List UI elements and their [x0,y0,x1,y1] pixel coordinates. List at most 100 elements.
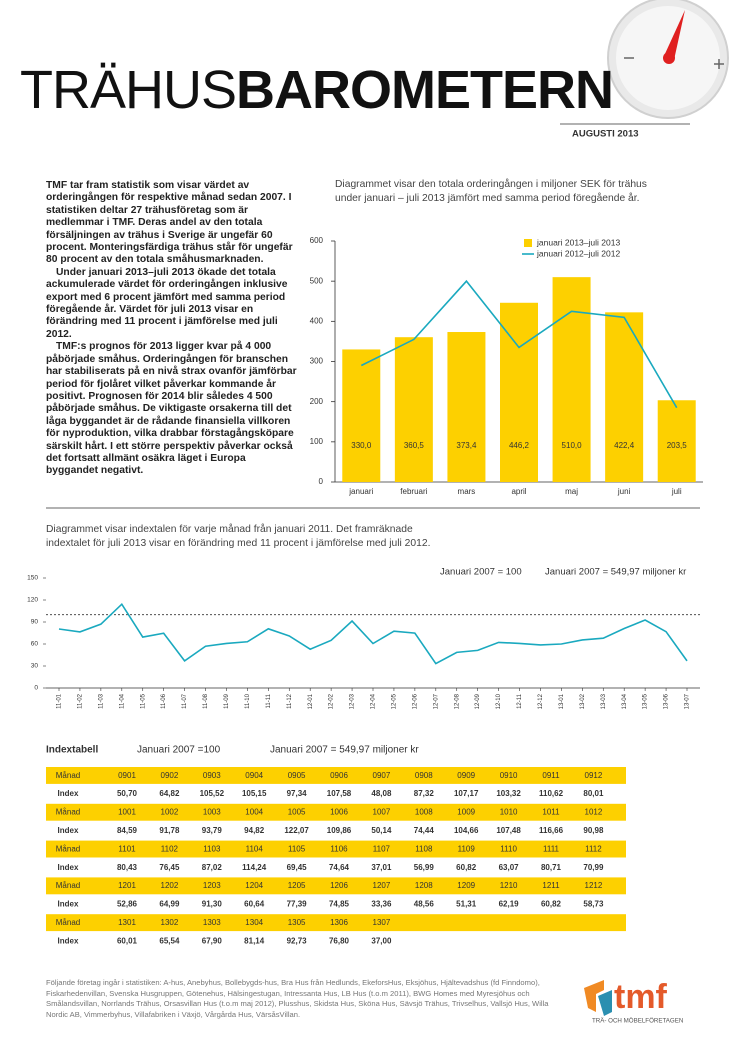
table-cell: Index [58,789,79,798]
y-tick-label: 400 [310,316,324,325]
table-cell: 80,01 [583,789,604,798]
table-row-band [46,877,626,895]
table-cell: 109,86 [327,826,352,835]
table-cell: 60,64 [244,900,265,909]
x-tick-label: juni [617,487,631,496]
table-cell: 0904 [245,771,263,780]
table-cell: 67,90 [202,936,223,945]
table-cell: 1208 [415,881,433,890]
table-cell: Månad [56,844,80,853]
table-cell: 1101 [118,844,136,853]
title-light: TRÄHUS [20,60,236,120]
table-cell: 50,70 [117,789,138,798]
table-cell: 1202 [161,881,179,890]
x-tick-label: 11-02 [78,693,84,709]
value-label: 373,4 [456,441,477,450]
table-cell: 114,24 [242,863,267,872]
table-row-band [46,767,626,784]
table-cell: 1211 [542,881,560,890]
logo-mark [584,980,604,1012]
table-cell: 0909 [457,771,475,780]
table-cell: 1012 [585,808,603,817]
table-cell: 91,30 [202,900,223,909]
table-cell: 97,34 [287,789,308,798]
x-tick-label: februari [400,487,427,496]
table-cell: 50,14 [371,826,392,835]
table-cell: 1201 [118,881,136,890]
x-tick-label: 11-10 [245,693,251,709]
table-note: Januari 2007 =100 [137,745,221,756]
x-tick-label: 13-07 [685,693,691,709]
x-tick-label: 12-12 [538,693,544,709]
annotation: Januari 2007 = 100 [440,567,522,578]
table-cell: 0910 [500,771,518,780]
x-tick-label: 11-09 [224,693,230,709]
x-tick-label: 13-01 [559,693,565,709]
table-cell: 0907 [373,771,391,780]
y-tick-label: 60 [31,641,39,648]
y-tick-label: 500 [310,276,324,285]
table-cell: 0902 [161,771,179,780]
table-cell: 1302 [161,918,179,927]
line [360,279,678,409]
table-cell: 122,07 [284,826,309,835]
table-cell: 107,48 [496,826,521,835]
x-tick-label: 13-03 [601,693,607,709]
table-cell: 0908 [415,771,433,780]
x-tick-label: 11-07 [182,693,188,709]
x-tick-label: 11-11 [266,693,272,708]
x-tick-label: 11-03 [98,693,104,709]
legend-swatch [524,239,532,247]
table-cell: 48,56 [414,900,435,909]
bar [447,332,486,482]
table-cell: 37,01 [371,863,392,872]
table-title: Indextabell [46,745,98,756]
table-cell: 63,07 [499,863,520,872]
bar [605,312,644,482]
table-cell: 58,73 [583,900,604,909]
table-cell: Månad [56,881,80,890]
table-cell: 1107 [373,844,391,853]
logo-text: tmf [614,978,668,1016]
value-label: 422,4 [614,441,635,450]
table-cell: 74,44 [414,826,435,835]
table-cell: 1102 [161,844,179,853]
table-cell: Månad [56,918,80,927]
table-note: Januari 2007 = 549,97 miljoner kr [270,745,419,756]
table-row-band [46,914,626,932]
value-label: 330,0 [351,441,372,450]
table-cell: 94,82 [244,826,265,835]
logo: tmf TRÄ- OCH MÖBELFÖRETAGEN [584,978,683,1025]
table-cell: 93,79 [202,826,223,835]
table-cell: 1203 [203,881,221,890]
table-cell: 87,02 [202,863,223,872]
x-tick-label: mars [458,487,476,496]
x-tick-label: 13-04 [622,693,628,709]
x-tick-label: 11-08 [203,693,209,709]
table-cell: 1002 [161,808,179,817]
gauge-hub [663,52,675,64]
table-cell: 103,32 [496,789,521,798]
table-cell: 51,31 [456,900,477,909]
table-cell: 65,54 [159,936,180,945]
x-tick-label: 12-01 [308,693,314,709]
table-cell: 1108 [415,844,433,853]
table-cell: 1005 [288,808,306,817]
table-cell: 1009 [457,808,475,817]
table-cell: 0901 [118,771,136,780]
x-tick-label: maj [565,487,578,496]
table-cell: 0912 [585,771,603,780]
table-row-band [46,803,626,821]
table-cell: 0903 [203,771,221,780]
table-cell: 76,80 [329,936,350,945]
bar [552,277,591,482]
table-cell: 107,58 [327,789,352,798]
table-cell: 90,98 [583,826,604,835]
x-tick-label: januari [348,487,373,496]
bar [342,349,381,482]
table-cell: 70,99 [583,863,604,872]
legend-label: januari 2013–juli 2013 [536,237,620,247]
table-cell: 1206 [330,881,348,890]
table-cell: 1303 [203,918,221,927]
